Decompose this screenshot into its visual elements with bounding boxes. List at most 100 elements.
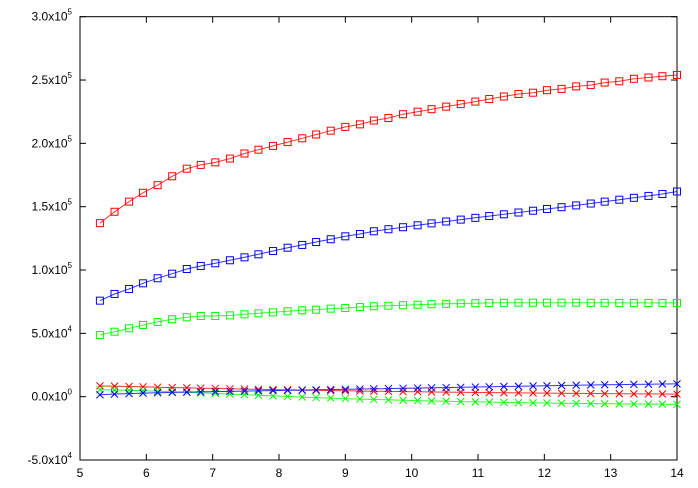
data-point (557, 203, 566, 212)
data-point (658, 390, 667, 398)
data-point (427, 105, 436, 114)
series-line (99, 191, 678, 302)
data-point (211, 389, 220, 398)
data-point (326, 385, 335, 394)
data-point (254, 385, 263, 394)
y-tick-exponent: 5 (68, 134, 73, 143)
data-point (500, 388, 508, 397)
data-point (312, 130, 321, 139)
data-point (254, 145, 263, 154)
data-point (471, 299, 480, 308)
data-point (673, 298, 681, 307)
data-point (399, 387, 407, 396)
data-point (629, 74, 638, 83)
data-point (298, 393, 307, 401)
data-point (586, 389, 595, 398)
data-point (139, 279, 148, 288)
data-point (196, 389, 205, 397)
data-point (586, 199, 595, 208)
data-point (211, 259, 220, 268)
data-point (341, 304, 350, 313)
data-point (673, 390, 681, 398)
data-point (456, 100, 465, 109)
data-point (542, 86, 551, 95)
data-point (182, 164, 191, 173)
data-point (384, 395, 393, 404)
data-point (471, 388, 480, 397)
data-point (168, 172, 177, 181)
data-point (427, 300, 436, 309)
data-point (557, 84, 566, 93)
x-tick-label: 6 (143, 466, 150, 480)
data-point (326, 394, 335, 402)
data-point (471, 97, 480, 106)
data-point (283, 307, 292, 316)
data-point (572, 201, 581, 210)
data-point (211, 387, 220, 396)
data-point (630, 380, 638, 389)
data-point (370, 395, 378, 404)
data-point (485, 388, 494, 397)
data-point (485, 298, 494, 307)
data-point (139, 389, 147, 397)
data-point (586, 381, 595, 389)
data-point (629, 298, 638, 307)
data-point (110, 327, 119, 336)
data-point (500, 398, 508, 407)
data-point (586, 399, 595, 408)
data-point (125, 386, 133, 395)
y-tick-exponent: 5 (68, 8, 73, 17)
data-point (658, 190, 667, 199)
data-point (615, 298, 624, 307)
data-point (269, 386, 277, 395)
data-point (211, 158, 220, 167)
data-point (485, 398, 494, 406)
x-tick-label: 14 (670, 466, 684, 480)
data-point (514, 398, 523, 407)
data-point (96, 382, 104, 390)
data-point (542, 298, 551, 307)
data-point (356, 395, 364, 403)
data-point (399, 396, 407, 405)
data-point (254, 250, 263, 259)
series-1 (95, 187, 681, 305)
data-point (658, 298, 667, 307)
data-point (341, 385, 350, 394)
data-point (355, 302, 364, 311)
x-tick-label: 8 (276, 466, 283, 480)
data-point (139, 320, 148, 329)
data-point (125, 389, 133, 398)
axis-ticks: 3.0x1052.5x1052.0x1051.5x1051.0x1055.0x1… (28, 8, 684, 480)
data-point (529, 382, 537, 390)
data-point (586, 81, 595, 90)
data-point (529, 399, 537, 407)
x-tick-label: 11 (472, 466, 485, 480)
data-point (557, 399, 566, 408)
series-line (99, 74, 678, 224)
y-tick-label: 0.0x100 (32, 388, 73, 404)
x-tick-label: 10 (405, 466, 419, 480)
data-point (168, 388, 177, 397)
data-point (413, 384, 422, 392)
series-group (95, 70, 681, 409)
data-point (630, 400, 638, 408)
data-point (586, 298, 595, 307)
data-point (96, 390, 104, 399)
data-point (196, 311, 205, 320)
data-point (644, 73, 653, 82)
data-point (557, 381, 566, 390)
data-point (153, 317, 162, 326)
data-point (413, 396, 422, 405)
data-point (413, 387, 422, 396)
data-point (95, 330, 104, 339)
data-point (644, 390, 653, 398)
y-tick-label: 1.0x105 (32, 261, 73, 277)
data-point (399, 301, 408, 310)
data-point (240, 390, 249, 399)
data-point (269, 247, 278, 256)
data-point (312, 238, 321, 247)
data-point (600, 380, 609, 389)
data-point (456, 215, 465, 224)
data-point (326, 304, 335, 313)
data-point (182, 265, 191, 274)
